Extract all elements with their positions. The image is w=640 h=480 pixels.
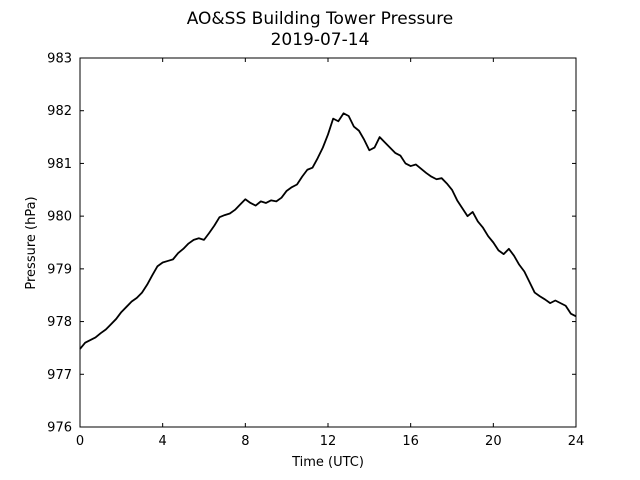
- x-tick-label: 20: [485, 434, 502, 449]
- x-tick-label: 12: [320, 434, 337, 449]
- y-tick-label: 980: [47, 210, 72, 225]
- x-tick-label: 24: [568, 434, 585, 449]
- x-tick-label: 16: [402, 434, 419, 449]
- x-tick-label: 4: [159, 434, 167, 449]
- y-tick-label: 979: [47, 262, 72, 277]
- y-tick-label: 978: [47, 315, 72, 330]
- y-tick-label: 977: [47, 368, 72, 383]
- y-tick-label: 976: [47, 421, 72, 436]
- pressure-series-line: [79, 112, 577, 350]
- plot-area: [80, 58, 576, 427]
- y-tick-label: 982: [47, 104, 72, 119]
- x-tick-label: 8: [241, 434, 249, 449]
- plot-frame: [79, 57, 577, 428]
- chart-title: AO&SS Building Tower Pressure: [187, 9, 454, 29]
- chart-subtitle: 2019-07-14: [271, 30, 370, 50]
- x-tick-label: 0: [76, 434, 84, 449]
- x-axis: 0 4 8 12 16 20 24: [76, 58, 584, 449]
- y-axis-label: Pressure (hPa): [24, 196, 39, 289]
- y-tick-label: 981: [47, 157, 72, 172]
- x-axis-label: Time (UTC): [291, 455, 364, 470]
- y-tick-label: 983: [47, 52, 72, 67]
